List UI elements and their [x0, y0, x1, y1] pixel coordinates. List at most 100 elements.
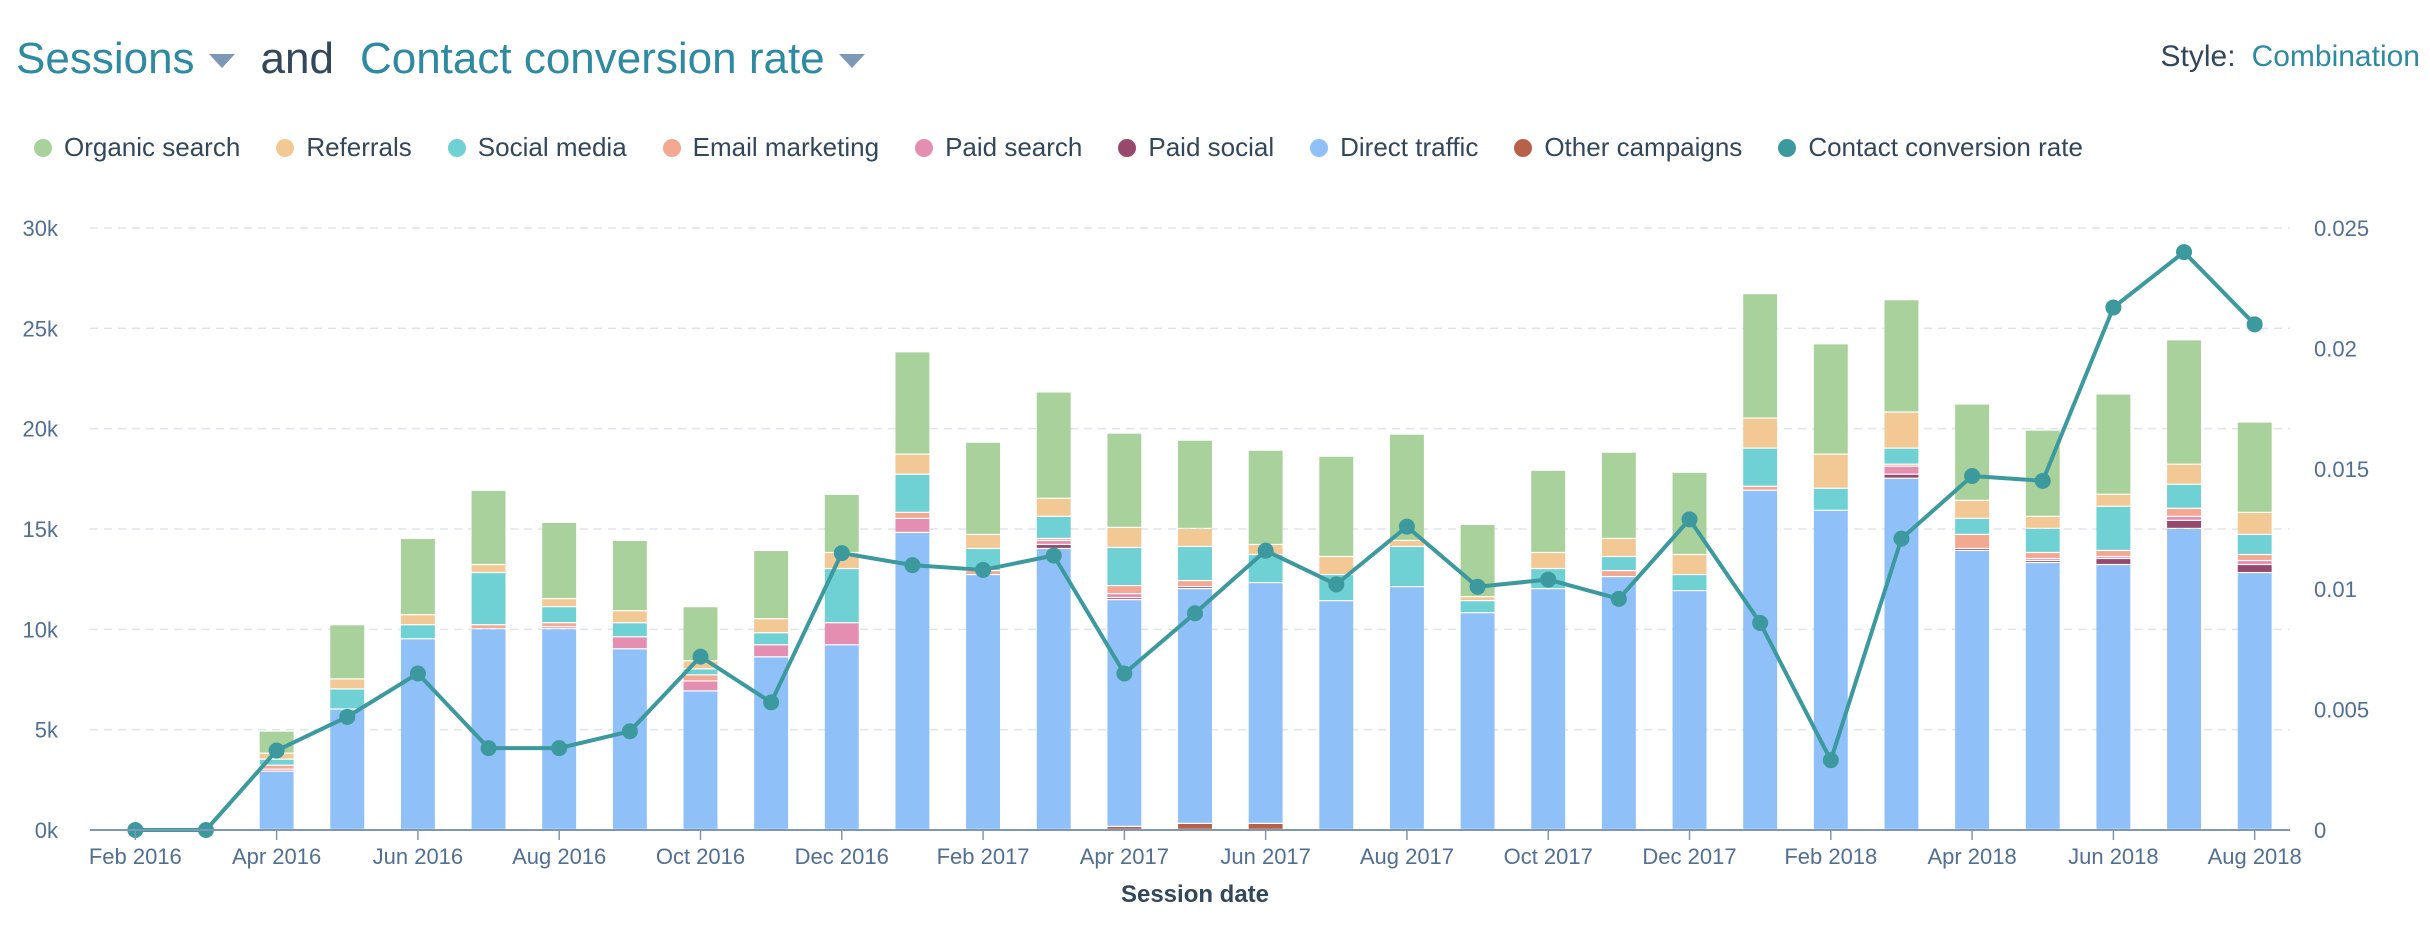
legend-label: Direct traffic [1340, 132, 1479, 162]
bar-segment-direct [330, 709, 365, 829]
bar-segment-direct [1248, 583, 1283, 823]
bar-segment-direct [966, 575, 1001, 829]
legend-item-other[interactable]: Other campaigns [1514, 132, 1742, 163]
metric2-dropdown[interactable]: Contact conversion rate [360, 34, 865, 84]
conversion-rate-point [621, 723, 638, 740]
legend-label: Organic search [64, 132, 241, 162]
conversion-rate-point [409, 665, 426, 682]
bar-segment-paidsocial [2096, 559, 2131, 564]
metric1-dropdown[interactable]: Sessions [16, 34, 235, 84]
conversion-rate-point [904, 557, 921, 574]
bar-segment-organic [754, 551, 789, 619]
legend-label: Email marketing [692, 132, 880, 162]
bar-segment-paidsearch [754, 645, 789, 657]
bar-segment-direct [1389, 587, 1424, 829]
bar-segment-email [1955, 535, 1990, 548]
x-tick-label: Feb 2017 [937, 844, 1030, 869]
legend-label: Paid search [945, 132, 1083, 162]
bar-segment-organic [1884, 300, 1919, 412]
bar-segment-referrals [1107, 527, 1142, 547]
conversion-rate-point [1822, 752, 1839, 769]
legend-item-organic[interactable]: Organic search [34, 132, 240, 163]
style-value-link[interactable]: Combination [2251, 40, 2420, 73]
bar-segment-paidsocial [1955, 549, 1990, 550]
y-right-tick-label: 0.025 [2314, 216, 2369, 241]
bar-segment-paidsearch [824, 623, 859, 645]
bar-segment-social [330, 689, 365, 709]
bar-segment-social [2167, 484, 2201, 508]
bar-segment-email [1743, 486, 1778, 490]
bar-segment-direct [2096, 565, 2131, 829]
bar-segment-paidsocial [1036, 545, 1071, 548]
bar-segment-organic [2237, 422, 2272, 512]
bar-segment-organic [966, 442, 1001, 534]
bar-segment-paidsearch [612, 637, 647, 649]
bar-segment-social [966, 549, 1001, 570]
conversion-rate-point [1328, 576, 1345, 593]
bar-segment-organic [2167, 340, 2201, 464]
conversion-rate-point [1257, 542, 1274, 559]
bar-segment-organic [1107, 433, 1142, 527]
bar-segment-referrals [683, 661, 718, 669]
conversion-rate-point [1893, 530, 1910, 547]
bar-segment-email [895, 512, 930, 518]
y-right-tick-label: 0.005 [2314, 698, 2369, 723]
y-right-tick-label: 0.01 [2314, 577, 2357, 602]
legend-label: Contact conversion rate [1808, 132, 2083, 162]
metric1-label: Sessions [16, 34, 195, 83]
bar-segment-social [542, 607, 577, 623]
bar-segment-referrals [1531, 553, 1566, 568]
x-tick-label: Oct 2017 [1504, 844, 1593, 869]
bar-segment-direct [1460, 613, 1495, 829]
bar-segment-organic [542, 522, 577, 599]
bar-segment-direct [1601, 577, 1636, 829]
bar-segment-paidsocial [2167, 520, 2201, 528]
legend-item-social[interactable]: Social media [447, 132, 627, 163]
conversion-rate-point [1045, 547, 1062, 564]
metric2-label: Contact conversion rate [359, 34, 825, 83]
bar-segment-referrals [400, 615, 435, 625]
legend-swatch-icon [662, 138, 681, 157]
bar-segment-social [1107, 548, 1142, 585]
bar-segment-paidsocial [1107, 598, 1142, 600]
conversion-rate-point [339, 708, 356, 725]
bar-segment-organic [330, 625, 365, 679]
bar-segment-paidsearch [1107, 594, 1142, 598]
bar-segment-referrals [330, 679, 365, 689]
conversion-rate-point [1469, 578, 1486, 595]
legend-item-email[interactable]: Email marketing [662, 132, 880, 163]
bar-segment-organic [471, 490, 506, 564]
bar-segment-email [2025, 553, 2060, 558]
legend-item-paidsocial[interactable]: Paid social [1118, 132, 1274, 163]
legend-swatch-icon [1514, 138, 1533, 157]
bar-segment-direct [542, 629, 577, 829]
bar-segment-direct [1813, 510, 1848, 829]
conversion-rate-point [1398, 518, 1415, 535]
bar-segment-social [683, 669, 718, 675]
bar-segment-email [2237, 555, 2272, 560]
bar-segment-direct [1178, 589, 1212, 823]
conversion-rate-point [2176, 244, 2193, 261]
legend-item-rate[interactable]: Contact conversion rate [1778, 132, 2083, 163]
bar-segment-referrals [1178, 529, 1212, 546]
conversion-rate-point [2105, 299, 2122, 316]
bar-segment-organic [895, 352, 930, 454]
legend-item-paidsearch[interactable]: Paid search [915, 132, 1082, 163]
bar-segment-referrals [1884, 412, 1919, 448]
bar-segment-social [1389, 547, 1424, 586]
bar-segment-direct [1319, 601, 1354, 829]
bar-segment-other [1248, 823, 1283, 829]
bar-segment-referrals [1389, 541, 1424, 546]
legend-item-referrals[interactable]: Referrals [276, 132, 412, 163]
bar-segment-referrals [2237, 512, 2272, 534]
x-tick-label: Apr 2017 [1080, 844, 1169, 869]
bar-segment-paidsearch [2167, 516, 2201, 520]
bar-segment-referrals [2025, 516, 2060, 528]
style-label: Style: [2160, 40, 2236, 73]
x-tick-label: Apr 2018 [1927, 844, 2016, 869]
bar-segment-referrals [612, 611, 647, 623]
bar-segment-direct [1743, 490, 1778, 829]
bar-segment-email [1601, 571, 1636, 576]
legend-item-direct[interactable]: Direct traffic [1310, 132, 1478, 163]
legend-swatch-icon [1310, 138, 1329, 157]
